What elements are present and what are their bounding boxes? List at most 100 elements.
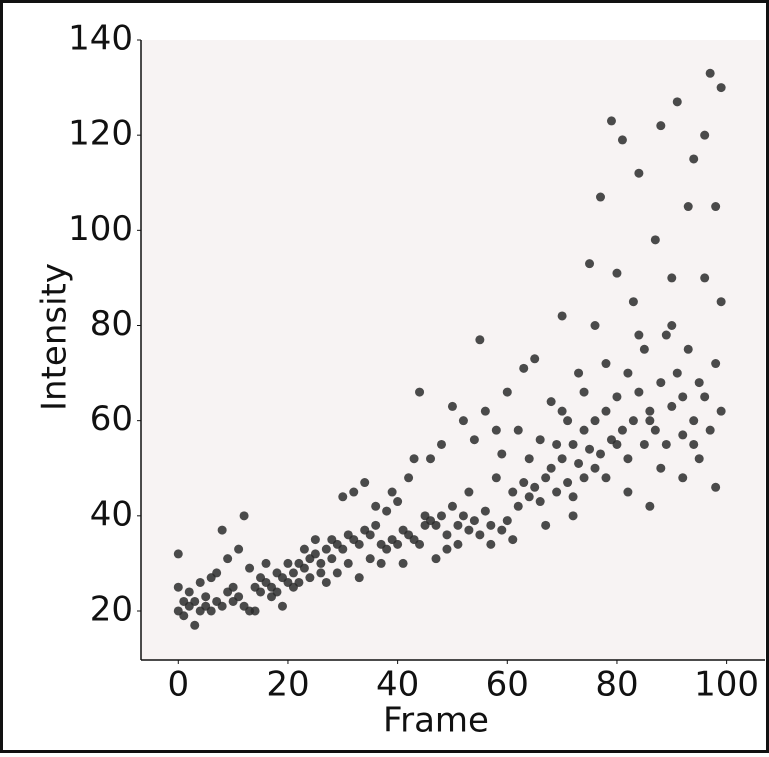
scatter-point [711,202,721,212]
scatter-point [634,168,644,178]
scatter-point [617,425,627,435]
scatter-point [360,478,370,488]
scatter-point [305,573,315,583]
scatter-point [672,368,682,378]
scatter-point [398,558,408,568]
scatter-point [458,511,468,521]
scatter-point [689,439,699,449]
scatter-point [645,416,655,426]
scatter-point [316,558,326,568]
scatter-point [694,378,704,388]
scatter-point [700,273,710,283]
scatter-point [316,568,326,578]
scatter-point [508,535,518,545]
scatter-point [634,330,644,340]
scatter-point [256,587,266,597]
scatter-point [497,525,507,535]
scatter-point [447,401,457,411]
scatter-point [409,454,419,464]
scatter-point [299,544,309,554]
scatter-point [650,425,660,435]
scatter-point [491,473,501,483]
scatter-point [546,397,556,407]
scatter-point [590,320,600,330]
scatter-point [508,487,518,497]
y-tick-label: 140 [68,19,133,59]
scatter-point [239,511,249,521]
x-axis-label: Frame [383,701,489,741]
scatter-point [393,539,403,549]
scatter-point [310,549,320,559]
scatter-point [173,549,183,559]
scatter-point [623,487,633,497]
scatter-point [678,473,688,483]
scatter-point [535,435,545,445]
scatter-point [530,354,540,364]
scatter-point [250,606,260,616]
scatter-point [272,587,282,597]
scatter-point [299,563,309,573]
scatter-point [442,544,452,554]
scatter-point [343,558,353,568]
scatter-point [645,406,655,416]
scatter-point [623,368,633,378]
scatter-point [667,320,677,330]
scatter-point [201,592,211,602]
scatter-point [639,344,649,354]
scatter-point [234,592,244,602]
scatter-point [694,454,704,464]
scatter-point [387,487,397,497]
scatter-point [458,416,468,426]
scatter-point [442,530,452,540]
scatter-point [354,539,364,549]
scatter-point [332,568,342,578]
scatter-point [541,473,551,483]
scatter-point [283,558,293,568]
scatter-point [173,582,183,592]
scatter-point [700,392,710,402]
scatter-point [228,582,238,592]
scatter-point [212,568,222,578]
scatter-point [601,406,611,416]
scatter-point [705,68,715,78]
scatter-point [519,478,529,488]
scatter-point [491,425,501,435]
scatter-point [310,535,320,545]
scatter-point [535,497,545,507]
scatter-point [480,406,490,416]
scatter-point [568,511,578,521]
scatter-point [574,458,584,468]
scatter-point [404,473,414,483]
scatter-point [234,544,244,554]
scatter-point [711,482,721,492]
scatter-point [223,554,233,564]
scatter-point [656,463,666,473]
scatter-point [552,439,562,449]
scatter-point [612,439,622,449]
scatter-point [557,454,567,464]
scatter-point [464,487,474,497]
scatter-point [596,449,606,459]
scatter-point [469,435,479,445]
scatter-point [486,539,496,549]
scatter-point [557,406,567,416]
scatter-point [524,454,534,464]
scatter-point [557,311,567,321]
scatter-point [338,544,348,554]
scatter-point [453,539,463,549]
scatter-point [563,478,573,488]
scatter-point [288,568,298,578]
scatter-point [190,620,200,630]
scatter-point [716,297,726,307]
scatter-point [261,558,271,568]
scatter-point [585,444,595,454]
y-tick-label: 40 [90,494,133,534]
scatter-point [349,487,359,497]
scatter-point [656,378,666,388]
scatter-point [371,520,381,530]
scatter-point [294,577,304,587]
scatter-point [667,273,677,283]
plot-background [141,40,765,660]
scatter-point [338,492,348,502]
